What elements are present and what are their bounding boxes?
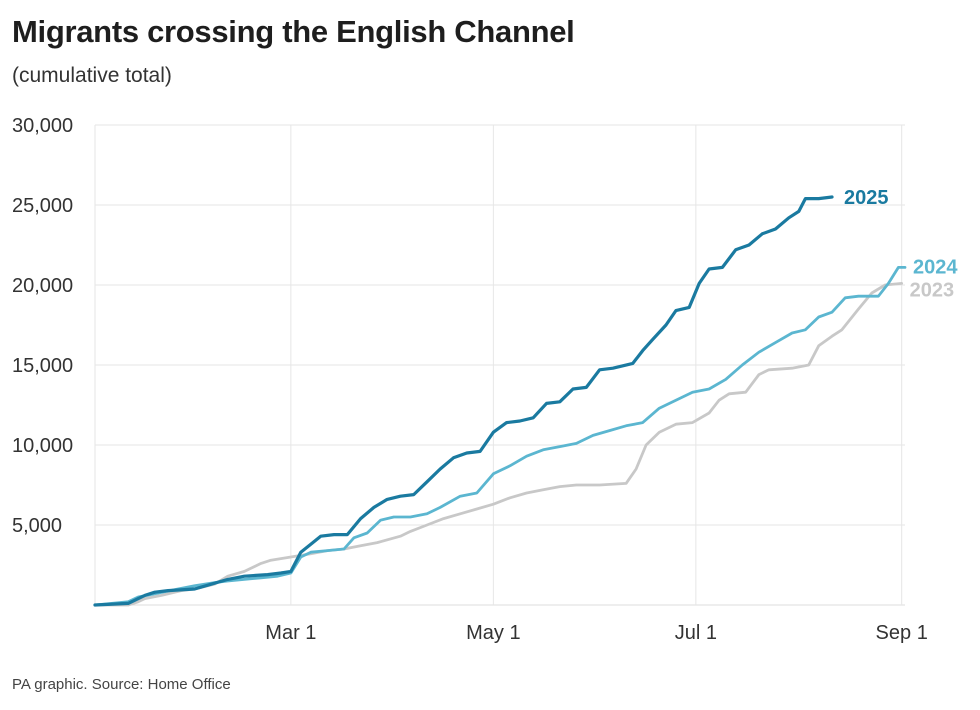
y-tick-label: 25,000 xyxy=(12,195,73,217)
y-tick-label: 15,000 xyxy=(12,355,73,377)
y-tick-label: 30,000 xyxy=(12,115,73,137)
x-tick-label: Mar 1 xyxy=(265,622,316,644)
chart-subtitle: (cumulative total) xyxy=(12,64,172,87)
series-line-2023 xyxy=(93,282,904,607)
x-tick-label: Sep 1 xyxy=(876,622,928,644)
y-tick-label: 5,000 xyxy=(12,515,62,537)
series-label-2024: 2024 xyxy=(913,256,958,278)
y-axis-ticks: 5,000 10,000 15,000 20,000 25,000 30,000 xyxy=(12,115,73,537)
source-note: PA graphic. Source: Home Office xyxy=(12,676,231,693)
x-axis-ticks: Mar 1 May 1 Jul 1 Sep 1 xyxy=(265,622,928,644)
series-label-2025: 2025 xyxy=(844,187,889,209)
chart-title: Migrants crossing the English Channel xyxy=(12,14,575,49)
x-tick-label: May 1 xyxy=(466,622,520,644)
x-tick-label: Jul 1 xyxy=(675,622,717,644)
series-label-2023: 2023 xyxy=(910,279,955,301)
series-line-2024 xyxy=(93,266,907,607)
gridlines xyxy=(94,124,905,606)
y-tick-label: 20,000 xyxy=(12,275,73,297)
series-lines xyxy=(93,195,907,607)
y-tick-label: 10,000 xyxy=(12,435,73,457)
series-line-2025 xyxy=(93,195,834,607)
